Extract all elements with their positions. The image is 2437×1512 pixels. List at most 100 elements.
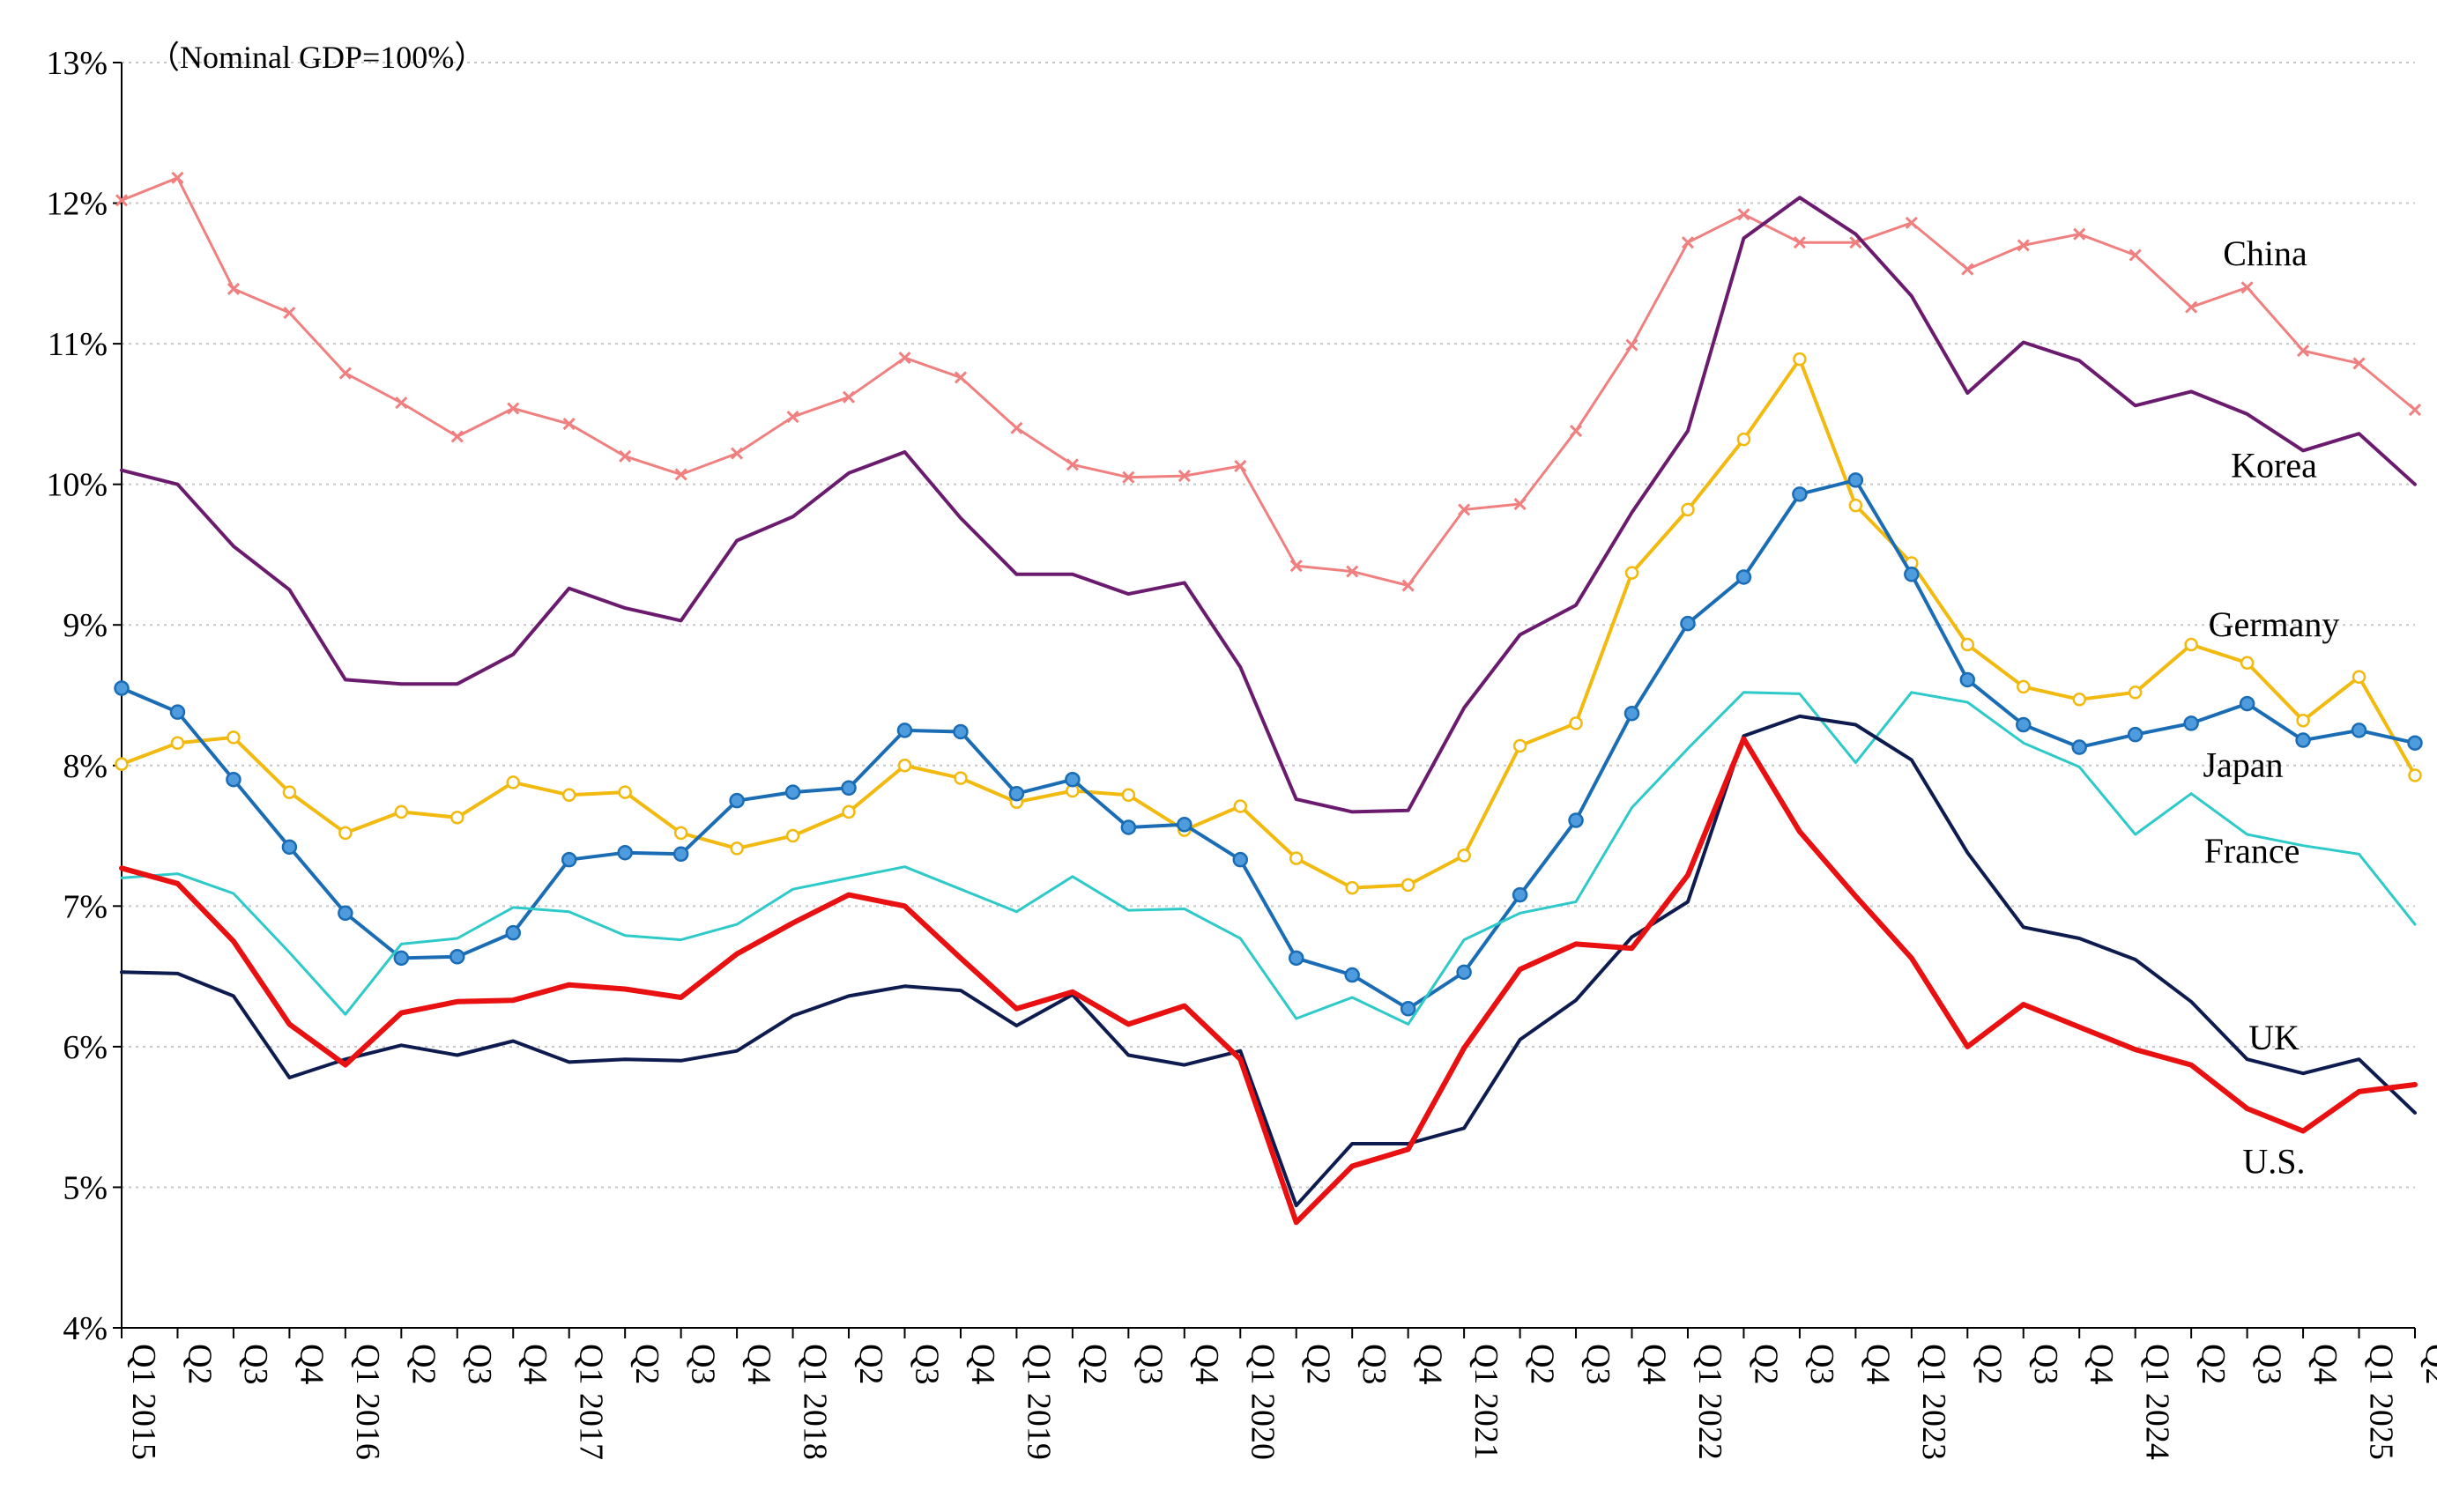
point-germany-24 <box>1457 849 1471 863</box>
point-germany-40 <box>2352 670 2366 685</box>
x-tick-label-17: Q2 <box>1076 1344 1113 1384</box>
x-tick-label-37: Q2 <box>2195 1344 2232 1384</box>
point-japan-1 <box>169 704 186 720</box>
point-japan-22 <box>1344 967 1360 983</box>
point-japan-32 <box>1904 567 1920 582</box>
point-germany-10 <box>673 826 688 841</box>
point-germany-37 <box>2184 637 2198 652</box>
point-china-29 <box>1737 208 1750 221</box>
point-germany-9 <box>618 785 632 799</box>
x-tick-label-23: Q4 <box>1412 1344 1449 1384</box>
point-germany-11 <box>730 841 744 856</box>
series-japan <box>114 472 2423 1017</box>
x-axis-ticks: Q1 2015 Q2 Q3 Q4 Q1 2016 Q2 Q3 Q4 Q1 2017 Q2 Q3 Q4 Q… <box>121 1328 2437 1460</box>
point-japan-13 <box>841 780 857 797</box>
point-china-26 <box>1569 424 1583 438</box>
point-germany-22 <box>1345 880 1359 895</box>
point-germany-38 <box>2240 656 2255 671</box>
point-germany-23 <box>1401 878 1415 893</box>
point-china-30 <box>1793 236 1806 249</box>
x-tick-label-8: Q1 2017 <box>573 1344 610 1460</box>
point-china-0 <box>115 194 129 207</box>
point-germany-3 <box>282 785 297 799</box>
point-germany-35 <box>2072 693 2086 707</box>
point-china-14 <box>898 352 911 365</box>
x-tick-label-22: Q3 <box>1356 1344 1393 1384</box>
y-tick-label-9: 9% <box>63 607 108 644</box>
series-line-china <box>120 176 2417 587</box>
point-germany-1 <box>170 736 185 750</box>
y-axis-ticks: 4% 5% 6% 7% 8% 9% 10% 11% 12% 13% <box>46 45 122 1347</box>
point-japan-34 <box>2016 716 2032 733</box>
point-china-5 <box>395 397 408 410</box>
point-japan-27 <box>1623 705 1640 722</box>
series-line-uk <box>120 714 2417 1208</box>
x-tick-label-14: Q3 <box>908 1344 945 1384</box>
x-tick-label-13: Q2 <box>852 1344 889 1384</box>
y-tick-label-4: 4% <box>63 1310 108 1347</box>
point-germany-31 <box>1848 498 1863 513</box>
point-japan-36 <box>2127 726 2144 743</box>
point-germany-29 <box>1736 432 1751 447</box>
point-china-2 <box>227 282 240 295</box>
point-japan-30 <box>1792 486 1808 502</box>
point-japan-38 <box>2239 695 2255 712</box>
point-germany-20 <box>1233 799 1248 813</box>
point-china-34 <box>2017 239 2030 252</box>
point-japan-23 <box>1400 1001 1416 1017</box>
x-tick-label-3: Q4 <box>293 1344 330 1384</box>
point-china-21 <box>1289 560 1303 573</box>
point-japan-17 <box>1065 771 1081 788</box>
x-tick-label-31: Q4 <box>1859 1344 1896 1384</box>
point-japan-21 <box>1288 950 1304 967</box>
x-tick-label-2: Q3 <box>237 1344 274 1384</box>
point-japan-40 <box>2351 723 2367 738</box>
series-line-korea <box>120 196 2417 814</box>
point-japan-18 <box>1120 819 1137 835</box>
y-tick-label-8: 8% <box>63 748 108 785</box>
point-japan-3 <box>281 839 298 856</box>
point-china-3 <box>283 306 296 320</box>
series-line-france <box>120 691 2417 1026</box>
x-tick-label-7: Q4 <box>516 1344 554 1384</box>
series-germany <box>115 352 2422 895</box>
x-tick-label-39: Q4 <box>2307 1344 2344 1384</box>
point-china-38 <box>2240 281 2254 294</box>
point-japan-6 <box>450 949 465 965</box>
series-labels: China Korea Germany Japan France UK U.S. <box>2203 233 2339 1182</box>
point-germany-26 <box>1569 716 1583 730</box>
point-china-9 <box>619 449 632 463</box>
y-tick-label-5: 5% <box>63 1169 108 1206</box>
x-tick-label-27: Q4 <box>1636 1344 1673 1384</box>
point-japan-2 <box>226 771 241 788</box>
point-japan-5 <box>393 950 410 967</box>
x-tick-label-32: Q1 2023 <box>1915 1344 1952 1460</box>
point-japan-31 <box>1847 472 1864 488</box>
point-japan-11 <box>729 792 745 809</box>
point-japan-41 <box>2407 735 2423 751</box>
point-japan-15 <box>953 723 969 740</box>
point-japan-14 <box>896 723 913 738</box>
x-tick-label-40: Q1 2025 <box>2363 1344 2400 1460</box>
point-germany-30 <box>1793 352 1807 367</box>
point-china-22 <box>1346 565 1359 578</box>
point-germany-36 <box>2128 686 2143 700</box>
point-china-4 <box>338 367 352 380</box>
label-france: France <box>2204 831 2300 871</box>
point-germany-7 <box>506 775 520 789</box>
x-tick-label-33: Q2 <box>1971 1344 2008 1384</box>
point-germany-27 <box>1624 566 1639 580</box>
point-china-1 <box>171 171 184 184</box>
y-tick-label-13: 13% <box>46 45 108 82</box>
point-china-17 <box>1066 458 1079 471</box>
point-china-8 <box>562 417 576 431</box>
x-tick-label-25: Q2 <box>1524 1344 1561 1384</box>
point-japan-24 <box>1456 964 1472 981</box>
series-china <box>115 171 2422 592</box>
point-germany-5 <box>394 804 409 819</box>
point-japan-35 <box>2071 739 2087 755</box>
x-tick-label-35: Q4 <box>2083 1344 2120 1384</box>
series-u-s <box>119 736 2418 1226</box>
label-uk: UK <box>2248 1018 2300 1057</box>
x-tick-label-0: Q1 2015 <box>125 1344 162 1460</box>
